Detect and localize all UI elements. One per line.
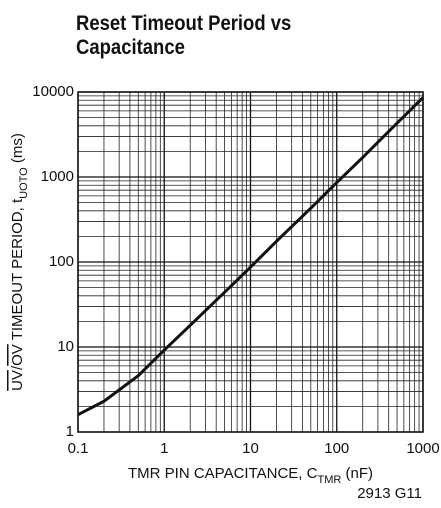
x-axis-label-part: TMR PIN CAPACITANCE, C [128,465,318,482]
y-tick-label: 1000 [41,168,74,185]
x-axis-label-part: (nF) [341,465,373,482]
y-tick-label: 10000 [32,83,74,100]
x-tick-label: 1000 [406,440,439,457]
footnote: 2913 G11 [357,485,422,502]
y-axis-label-part: / [9,365,26,370]
y-axis-label-part: UV [9,370,26,391]
y-axis-label-part: (ms) [9,133,26,167]
x-axis-label: TMR PIN CAPACITANCE, CTMR (nF) [128,465,373,486]
y-tick-label: 100 [49,253,74,270]
chart-title: Reset Timeout Period vs Capacitance [76,12,292,59]
data-line [77,96,425,416]
y-axis-label-part: UOTO [18,167,30,199]
x-tick-label: 1 [160,440,168,457]
x-tick-label: 100 [324,440,349,457]
x-tick-label: 0.1 [68,440,89,457]
x-axis-label-part: TMR [317,474,341,486]
y-tick-label: 1 [66,423,74,440]
y-tick-label: 10 [57,338,74,355]
y-axis-label: UV/OV TIMEOUT PERIOD, tUOTO (ms) [9,133,30,391]
x-tick-label: 10 [242,440,259,457]
plot-frame [77,91,424,433]
y-axis-label-part: OV [9,344,26,366]
y-axis-label-part: TIMEOUT PERIOD, t [9,198,26,344]
